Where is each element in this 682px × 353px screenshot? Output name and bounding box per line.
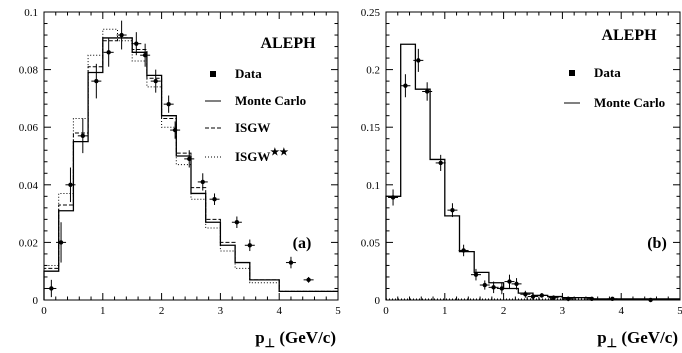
- y-tick-label: 0: [375, 295, 381, 307]
- data-point: [142, 53, 148, 58]
- legend-label: Monte Carlo: [235, 93, 306, 108]
- panel-b: 0 1 2 3 4 5 0 0.05 0.1 0.15 0.2 0.25 ALEPH (b) Data Mon…: [361, 7, 682, 350]
- data-point: [80, 133, 86, 139]
- data-point: [551, 295, 556, 300]
- x-tick-label: 1: [100, 305, 106, 317]
- x-axis-label: p⊥ (GeV/c): [597, 328, 678, 350]
- legend-data-marker: [210, 71, 216, 77]
- data-point: [482, 282, 487, 288]
- y-tick-label: 0.08: [19, 65, 39, 77]
- y-tick-label: 0.25: [361, 7, 381, 19]
- data-point: [539, 293, 545, 298]
- data-point: [416, 58, 421, 63]
- panel-a: 0 1 2 3 4 5 0 0.02 0.04 0.06 0.08 0.1 ALEPH (a) Data Mo…: [19, 7, 342, 350]
- data-point: [234, 220, 240, 225]
- data-point: [514, 281, 519, 287]
- x-tick-label: 3: [218, 305, 224, 317]
- data-point: [49, 286, 54, 291]
- legend-data-marker: [569, 70, 575, 76]
- histogram-monte-carlo: [385, 43, 680, 300]
- legend-label: ISGW★★: [235, 147, 288, 164]
- x-tick-label: 4: [618, 305, 624, 317]
- data-point: [530, 294, 536, 299]
- data-point: [473, 272, 479, 277]
- legend-item: ISGW★★: [205, 147, 288, 164]
- data-point: [523, 292, 528, 297]
- y-tick-label: 0.1: [24, 7, 38, 19]
- x-axis-label-unit: (GeV/c): [275, 328, 336, 347]
- data-point: [438, 160, 443, 166]
- x-tick-label: 2: [501, 305, 507, 317]
- data-point: [403, 83, 408, 88]
- x-axis-label-sub: ⊥: [265, 336, 275, 350]
- legend-item: ISGW: [205, 120, 270, 135]
- legend-superscript: ★★: [270, 147, 288, 158]
- brand-label: ALEPH: [260, 35, 316, 52]
- y-tick-label: 0.2: [366, 65, 380, 77]
- y-tick-label: 0: [33, 295, 39, 307]
- legend-label: ISGW: [235, 120, 270, 135]
- data-point: [172, 127, 178, 133]
- x-tick-label: 3: [560, 305, 566, 317]
- x-tick-label: 1: [442, 305, 448, 317]
- data-point: [212, 197, 217, 202]
- data-point: [200, 179, 205, 185]
- data-point: [288, 260, 294, 265]
- panel-label: (b): [647, 235, 667, 252]
- data-point: [648, 297, 653, 303]
- x-tick-label: 5: [677, 305, 682, 317]
- data-point: [134, 41, 139, 46]
- x-tick-label: 0: [41, 305, 47, 317]
- plot-frame: [43, 11, 339, 301]
- x-axis-label-p: p: [255, 328, 264, 347]
- legend-label: Data: [235, 66, 262, 81]
- data-point: [450, 207, 455, 213]
- data-point: [499, 286, 505, 291]
- brand-label: ALEPH: [601, 27, 657, 44]
- histogram-isgw: [43, 37, 338, 300]
- data-point: [94, 78, 99, 84]
- data-point: [306, 277, 311, 283]
- data-point: [153, 78, 158, 84]
- legend-item: Monte Carlo: [205, 93, 306, 108]
- data-point: [166, 101, 171, 107]
- x-tick-label: 2: [159, 305, 165, 317]
- x-axis-label-p: p: [597, 328, 606, 347]
- x-axis-label-unit: (GeV/c): [617, 328, 678, 347]
- x-axis-label-sub: ⊥: [607, 336, 617, 350]
- data-point: [106, 50, 111, 55]
- legend-item: Data: [569, 65, 621, 80]
- y-tick-label: 0.15: [361, 122, 381, 134]
- data-point: [589, 296, 594, 302]
- data-point: [424, 89, 430, 94]
- legend-label: Monte Carlo: [594, 95, 665, 110]
- x-tick-label: 5: [335, 305, 341, 317]
- y-tick-label: 0.1: [366, 180, 380, 192]
- panel-label: (a): [293, 235, 312, 252]
- y-tick-label: 0.02: [19, 237, 38, 249]
- x-tick-label: 4: [276, 305, 282, 317]
- legend-item: Monte Carlo: [564, 95, 665, 110]
- y-tick-label: 0.06: [19, 122, 39, 134]
- data-point: [187, 156, 192, 162]
- y-tick-label: 0.04: [19, 180, 39, 192]
- legend-item: Data: [210, 66, 262, 81]
- data-point: [461, 248, 466, 253]
- legend-label: Data: [594, 65, 621, 80]
- data-point: [507, 279, 512, 284]
- data-point: [491, 285, 496, 290]
- x-tick-label: 0: [383, 305, 389, 317]
- data-point: [566, 296, 571, 302]
- x-axis-label: p⊥ (GeV/c): [255, 328, 336, 350]
- data-point: [247, 243, 252, 248]
- data-point: [119, 32, 124, 38]
- y-tick-label: 0.05: [361, 237, 381, 249]
- data-point: [390, 195, 396, 200]
- data-point: [58, 240, 64, 245]
- data-point: [68, 182, 73, 187]
- data-point: [610, 296, 615, 302]
